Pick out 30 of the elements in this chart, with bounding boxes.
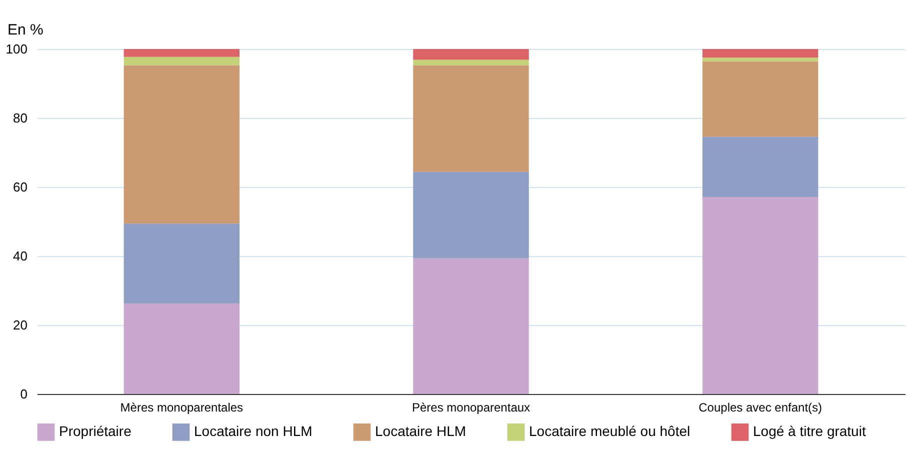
y-tick-label: 80 — [13, 110, 28, 126]
y-tick-label: 100 — [6, 42, 28, 56]
y-tick-label: 0 — [20, 386, 28, 402]
bar — [413, 172, 529, 258]
legend-label: Locataire meublé ou hôtel — [529, 423, 690, 440]
bar — [413, 258, 529, 394]
bar — [124, 56, 240, 66]
bar — [124, 65, 240, 224]
bar — [702, 136, 818, 198]
bar — [124, 304, 240, 394]
x-tick-label: Couples avec enfant(s) — [698, 400, 822, 414]
bar — [413, 60, 529, 66]
legend-label: Propriétaire — [59, 423, 132, 440]
legend-label: Locataire non HLM — [194, 423, 312, 440]
y-tick-label: 60 — [13, 180, 28, 194]
bar — [702, 61, 818, 137]
y-tick-label: 40 — [13, 248, 28, 264]
bar — [702, 49, 818, 58]
legend-label: Logé à titre gratuit — [753, 423, 866, 440]
x-tick-label: Pères monoparentaux — [412, 400, 530, 414]
bar — [413, 49, 529, 60]
y-axis-title: En % — [8, 22, 44, 38]
legend-label: Locataire HLM — [375, 423, 466, 440]
x-tick-label: Mères monoparentales — [120, 400, 244, 414]
bar — [702, 197, 818, 394]
bar — [124, 49, 240, 57]
y-tick-label: 20 — [13, 318, 28, 332]
bar — [124, 224, 240, 304]
bar — [702, 58, 818, 62]
bar — [413, 65, 529, 172]
